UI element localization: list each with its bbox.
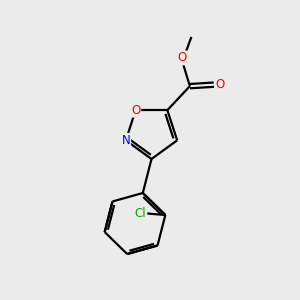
Text: O: O xyxy=(131,104,140,117)
Text: Cl: Cl xyxy=(134,207,146,220)
Text: N: N xyxy=(122,134,130,147)
Text: O: O xyxy=(178,52,187,64)
Text: O: O xyxy=(216,78,225,91)
